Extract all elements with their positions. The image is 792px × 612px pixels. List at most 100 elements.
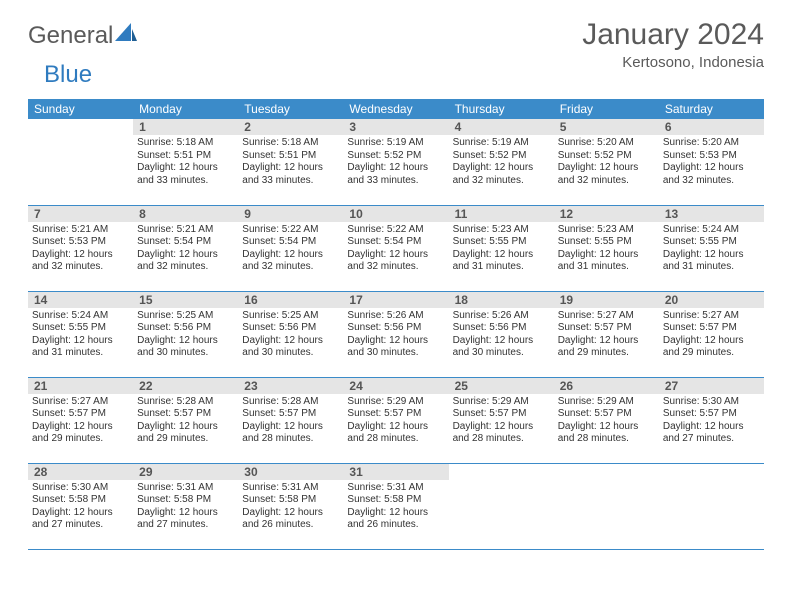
- sunrise-line: Sunrise: 5:31 AM: [347, 482, 444, 495]
- calendar-cell: 9Sunrise: 5:22 AMSunset: 5:54 PMDaylight…: [238, 205, 343, 291]
- calendar-cell: 27Sunrise: 5:30 AMSunset: 5:57 PMDayligh…: [659, 377, 764, 463]
- day-number: 4: [449, 119, 554, 135]
- day-number: 5: [554, 119, 659, 135]
- calendar-table: SundayMondayTuesdayWednesdayThursdayFrid…: [28, 99, 764, 550]
- day-number: 1: [133, 119, 238, 135]
- sunrise-line: Sunrise: 5:26 AM: [347, 310, 444, 323]
- day-details: Sunrise: 5:31 AMSunset: 5:58 PMDaylight:…: [133, 480, 238, 534]
- sunrise-line: Sunrise: 5:22 AM: [347, 224, 444, 237]
- sunrise-line: Sunrise: 5:21 AM: [32, 224, 129, 237]
- sunset-line: Sunset: 5:57 PM: [663, 408, 760, 421]
- calendar-cell: 14Sunrise: 5:24 AMSunset: 5:55 PMDayligh…: [28, 291, 133, 377]
- sunset-line: Sunset: 5:55 PM: [558, 236, 655, 249]
- day-number: 31: [343, 464, 448, 480]
- day-number: 30: [238, 464, 343, 480]
- day-details: Sunrise: 5:30 AMSunset: 5:57 PMDaylight:…: [659, 394, 764, 448]
- sunrise-line: Sunrise: 5:20 AM: [558, 137, 655, 150]
- calendar-cell: 23Sunrise: 5:28 AMSunset: 5:57 PMDayligh…: [238, 377, 343, 463]
- calendar-cell: 24Sunrise: 5:29 AMSunset: 5:57 PMDayligh…: [343, 377, 448, 463]
- weekday-header: Thursday: [449, 99, 554, 119]
- day-details: Sunrise: 5:26 AMSunset: 5:56 PMDaylight:…: [343, 308, 448, 362]
- daylight-line: Daylight: 12 hours and 32 minutes.: [32, 249, 129, 274]
- daylight-line: Daylight: 12 hours and 28 minutes.: [453, 421, 550, 446]
- month-title: January 2024: [582, 18, 764, 52]
- location: Kertosono, Indonesia: [582, 54, 764, 71]
- sunrise-line: Sunrise: 5:31 AM: [242, 482, 339, 495]
- sunset-line: Sunset: 5:58 PM: [137, 494, 234, 507]
- sunset-line: Sunset: 5:57 PM: [558, 408, 655, 421]
- day-number: 3: [343, 119, 448, 135]
- calendar-cell: [28, 119, 133, 205]
- calendar-cell: 7Sunrise: 5:21 AMSunset: 5:53 PMDaylight…: [28, 205, 133, 291]
- daylight-line: Daylight: 12 hours and 32 minutes.: [558, 162, 655, 187]
- day-number: 8: [133, 206, 238, 222]
- sunset-line: Sunset: 5:54 PM: [137, 236, 234, 249]
- day-number: 10: [343, 206, 448, 222]
- calendar-week-row: 14Sunrise: 5:24 AMSunset: 5:55 PMDayligh…: [28, 291, 764, 377]
- day-details: Sunrise: 5:22 AMSunset: 5:54 PMDaylight:…: [343, 222, 448, 276]
- sunset-line: Sunset: 5:55 PM: [663, 236, 760, 249]
- sunset-line: Sunset: 5:54 PM: [242, 236, 339, 249]
- sunrise-line: Sunrise: 5:20 AM: [663, 137, 760, 150]
- calendar-cell: 22Sunrise: 5:28 AMSunset: 5:57 PMDayligh…: [133, 377, 238, 463]
- daylight-line: Daylight: 12 hours and 33 minutes.: [347, 162, 444, 187]
- daylight-line: Daylight: 12 hours and 30 minutes.: [242, 335, 339, 360]
- day-number: 24: [343, 378, 448, 394]
- day-details: Sunrise: 5:21 AMSunset: 5:54 PMDaylight:…: [133, 222, 238, 276]
- calendar-cell: 13Sunrise: 5:24 AMSunset: 5:55 PMDayligh…: [659, 205, 764, 291]
- sunset-line: Sunset: 5:56 PM: [137, 322, 234, 335]
- sunset-line: Sunset: 5:57 PM: [242, 408, 339, 421]
- calendar-week-row: 28Sunrise: 5:30 AMSunset: 5:58 PMDayligh…: [28, 463, 764, 549]
- sunrise-line: Sunrise: 5:26 AM: [453, 310, 550, 323]
- daylight-line: Daylight: 12 hours and 32 minutes.: [137, 249, 234, 274]
- daylight-line: Daylight: 12 hours and 33 minutes.: [137, 162, 234, 187]
- day-details: Sunrise: 5:30 AMSunset: 5:58 PMDaylight:…: [28, 480, 133, 534]
- sunrise-line: Sunrise: 5:31 AM: [137, 482, 234, 495]
- sunset-line: Sunset: 5:57 PM: [137, 408, 234, 421]
- sunset-line: Sunset: 5:52 PM: [558, 150, 655, 163]
- calendar-cell: 31Sunrise: 5:31 AMSunset: 5:58 PMDayligh…: [343, 463, 448, 549]
- calendar-cell: 1Sunrise: 5:18 AMSunset: 5:51 PMDaylight…: [133, 119, 238, 205]
- day-number: 16: [238, 292, 343, 308]
- weekday-header: Saturday: [659, 99, 764, 119]
- sunrise-line: Sunrise: 5:25 AM: [242, 310, 339, 323]
- day-details: Sunrise: 5:26 AMSunset: 5:56 PMDaylight:…: [449, 308, 554, 362]
- sunset-line: Sunset: 5:57 PM: [32, 408, 129, 421]
- sunset-line: Sunset: 5:57 PM: [558, 322, 655, 335]
- logo-sail-icon: [115, 23, 137, 43]
- sunrise-line: Sunrise: 5:29 AM: [558, 396, 655, 409]
- calendar-cell: 12Sunrise: 5:23 AMSunset: 5:55 PMDayligh…: [554, 205, 659, 291]
- day-details: Sunrise: 5:20 AMSunset: 5:52 PMDaylight:…: [554, 135, 659, 189]
- daylight-line: Daylight: 12 hours and 29 minutes.: [558, 335, 655, 360]
- sunrise-line: Sunrise: 5:18 AM: [137, 137, 234, 150]
- day-number: 2: [238, 119, 343, 135]
- calendar-cell: 29Sunrise: 5:31 AMSunset: 5:58 PMDayligh…: [133, 463, 238, 549]
- day-details: Sunrise: 5:23 AMSunset: 5:55 PMDaylight:…: [449, 222, 554, 276]
- day-details: Sunrise: 5:22 AMSunset: 5:54 PMDaylight:…: [238, 222, 343, 276]
- day-number: 13: [659, 206, 764, 222]
- weekday-row: SundayMondayTuesdayWednesdayThursdayFrid…: [28, 99, 764, 119]
- day-details: Sunrise: 5:31 AMSunset: 5:58 PMDaylight:…: [343, 480, 448, 534]
- daylight-line: Daylight: 12 hours and 26 minutes.: [242, 507, 339, 532]
- sunset-line: Sunset: 5:57 PM: [347, 408, 444, 421]
- day-details: Sunrise: 5:19 AMSunset: 5:52 PMDaylight:…: [343, 135, 448, 189]
- day-details: Sunrise: 5:18 AMSunset: 5:51 PMDaylight:…: [133, 135, 238, 189]
- daylight-line: Daylight: 12 hours and 31 minutes.: [453, 249, 550, 274]
- daylight-line: Daylight: 12 hours and 29 minutes.: [137, 421, 234, 446]
- day-details: Sunrise: 5:29 AMSunset: 5:57 PMDaylight:…: [343, 394, 448, 448]
- day-number: 27: [659, 378, 764, 394]
- sunset-line: Sunset: 5:53 PM: [663, 150, 760, 163]
- sunrise-line: Sunrise: 5:25 AM: [137, 310, 234, 323]
- calendar-cell: 25Sunrise: 5:29 AMSunset: 5:57 PMDayligh…: [449, 377, 554, 463]
- calendar-cell: 15Sunrise: 5:25 AMSunset: 5:56 PMDayligh…: [133, 291, 238, 377]
- daylight-line: Daylight: 12 hours and 29 minutes.: [663, 335, 760, 360]
- sunset-line: Sunset: 5:55 PM: [32, 322, 129, 335]
- calendar-week-row: 7Sunrise: 5:21 AMSunset: 5:53 PMDaylight…: [28, 205, 764, 291]
- day-number: 7: [28, 206, 133, 222]
- day-details: Sunrise: 5:29 AMSunset: 5:57 PMDaylight:…: [554, 394, 659, 448]
- day-details: Sunrise: 5:20 AMSunset: 5:53 PMDaylight:…: [659, 135, 764, 189]
- day-number: 9: [238, 206, 343, 222]
- calendar-cell: 17Sunrise: 5:26 AMSunset: 5:56 PMDayligh…: [343, 291, 448, 377]
- calendar-cell: 20Sunrise: 5:27 AMSunset: 5:57 PMDayligh…: [659, 291, 764, 377]
- daylight-line: Daylight: 12 hours and 32 minutes.: [663, 162, 760, 187]
